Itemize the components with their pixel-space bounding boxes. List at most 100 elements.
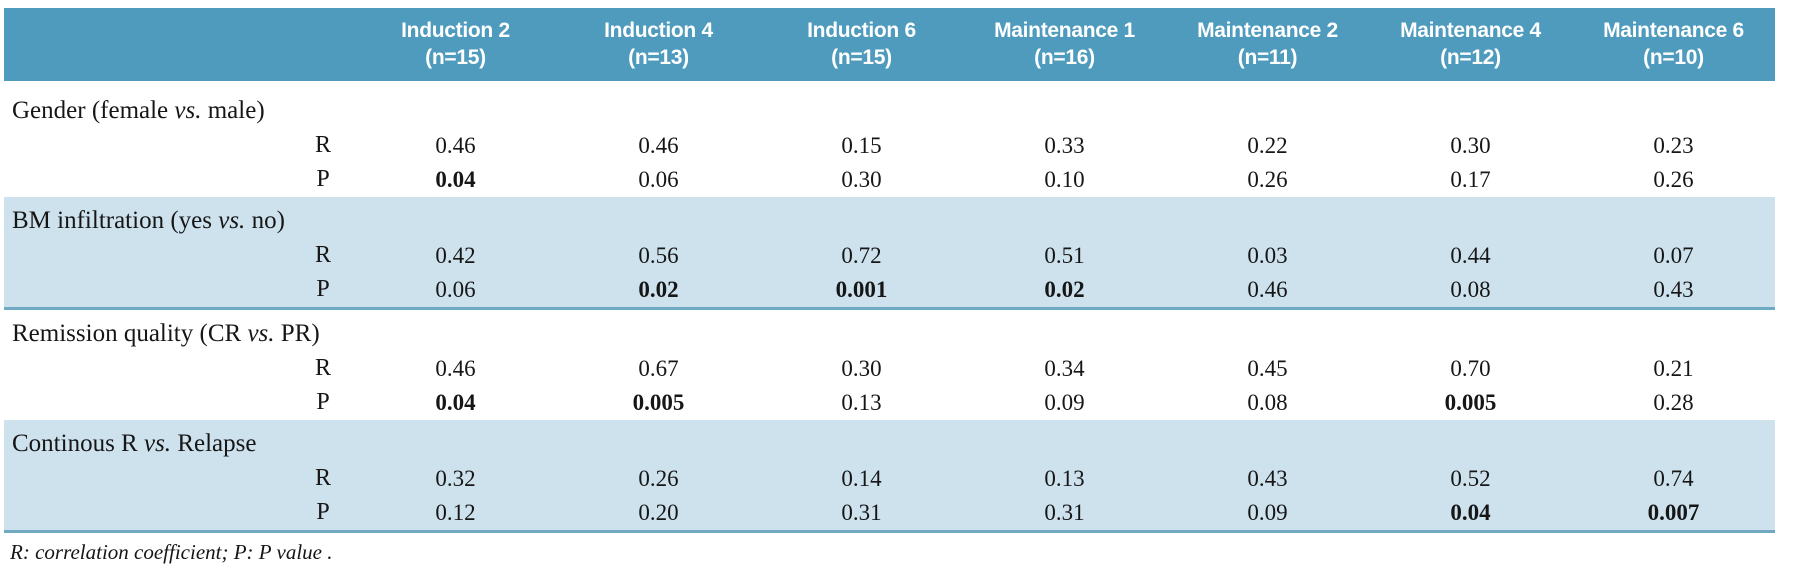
group-row-continous-r-relapse: Continous R vs. Relapse (4, 419, 1775, 462)
value-cell: 0.02 (963, 272, 1166, 310)
value-cell: 0.45 (1247, 355, 1288, 381)
value-cell: 0.22 (1247, 132, 1288, 158)
value-cell: 0.13 (841, 389, 882, 415)
value-cell: 0.10 (1044, 166, 1085, 192)
column-header-title: Maintenance 4 (1400, 19, 1541, 42)
data-row-remission-p: P 0.04 0.005 0.13 0.09 0.08 0.005 0.28 (4, 386, 1775, 420)
value-cell: 0.06 (354, 272, 557, 310)
header-row: Induction 2 (n=15) Induction 4 (n=13) In… (4, 8, 1775, 81)
column-header-n: (n=11) (1237, 46, 1298, 70)
column-header-title: Induction 6 (807, 19, 916, 42)
column-header-n: (n=10) (1643, 46, 1704, 70)
value-cell: 0.46 (638, 132, 679, 158)
data-row-gender-p: P 0.04 0.06 0.30 0.10 0.26 0.17 0.26 (4, 163, 1775, 197)
group-row-bm-infiltration: BM infiltration (yes vs. no) (4, 196, 1775, 239)
value-cell: 0.32 (354, 461, 557, 496)
value-cell: 0.43 (1572, 272, 1775, 310)
data-row-bm-r: R 0.42 0.56 0.72 0.51 0.03 0.44 0.07 (4, 238, 1775, 273)
value-cell: 0.08 (1247, 389, 1288, 415)
group-label-text: no) (245, 206, 285, 234)
stat-label: P (316, 166, 330, 193)
value-cell: 0.34 (1044, 355, 1085, 381)
column-header-title: Maintenance 2 (1197, 19, 1338, 42)
value-cell: 0.30 (841, 355, 882, 381)
column-header-title: Maintenance 1 (994, 19, 1135, 42)
value-cell: 0.31 (760, 495, 963, 533)
group-row-gender: Gender (female vs. male) (4, 81, 1775, 129)
value-cell: 0.33 (1044, 132, 1085, 158)
column-header-title: Induction 4 (604, 19, 713, 42)
stat-label: R (314, 132, 331, 159)
value-cell: 0.06 (638, 166, 679, 192)
value-cell: 0.03 (1166, 238, 1369, 273)
value-cell: 0.44 (1369, 238, 1572, 273)
vs-italic: vs. (174, 96, 202, 124)
group-label-text: Gender (female (12, 96, 175, 124)
group-label-text: male) (201, 96, 265, 124)
group-row-remission-quality: Remission quality (CR vs. PR) (4, 308, 1775, 352)
value-cell: 0.42 (354, 238, 557, 273)
group-label-text: Continous R (12, 429, 144, 457)
data-row-continous-p: P 0.12 0.20 0.31 0.31 0.09 0.04 0.007 (4, 495, 1775, 533)
stat-label: P (316, 389, 330, 416)
stat-label: P (292, 495, 354, 533)
value-cell: 0.04 (435, 389, 476, 415)
value-cell: 0.74 (1572, 461, 1775, 496)
column-header-maintenance-4: Maintenance 4 (n=12) (1369, 8, 1572, 81)
value-cell: 0.26 (1247, 166, 1288, 192)
column-header-title: Maintenance 6 (1603, 19, 1744, 42)
column-header-n: (n=15) (425, 46, 486, 70)
stat-label: R (292, 238, 354, 273)
group-label: BM infiltration (yes vs. no) (4, 196, 1775, 239)
value-cell: 0.21 (1653, 355, 1694, 381)
value-cell: 0.28 (1653, 389, 1694, 415)
value-cell: 0.26 (1653, 166, 1694, 192)
group-label-text: Remission quality (CR (12, 319, 248, 347)
correlation-table-wrap: Induction 2 (n=15) Induction 4 (n=13) In… (4, 0, 1775, 565)
value-cell: 0.20 (557, 495, 760, 533)
group-label: Gender (female vs. male) (4, 81, 1775, 129)
column-header-n: (n=13) (628, 46, 689, 70)
column-header-n: (n=12) (1440, 46, 1501, 70)
data-row-remission-r: R 0.46 0.67 0.30 0.34 0.45 0.70 0.21 (4, 352, 1775, 386)
value-cell: 0.30 (841, 166, 882, 192)
value-cell: 0.07 (1572, 238, 1775, 273)
value-cell: 0.46 (435, 132, 476, 158)
group-label-text: Relapse (171, 429, 257, 457)
column-header-maintenance-1: Maintenance 1 (n=16) (963, 8, 1166, 81)
column-header-maintenance-2: Maintenance 2 (n=11) (1166, 8, 1369, 81)
group-label: Continous R vs. Relapse (4, 419, 1775, 462)
value-cell: 0.31 (963, 495, 1166, 533)
column-header-induction-4: Induction 4 (n=13) (557, 8, 760, 81)
value-cell: 0.13 (963, 461, 1166, 496)
group-label-text: BM infiltration (yes (12, 206, 219, 234)
value-cell: 0.007 (1572, 495, 1775, 533)
column-header-maintenance-6: Maintenance 6 (n=10) (1572, 8, 1775, 81)
value-cell: 0.43 (1166, 461, 1369, 496)
value-cell: 0.04 (1369, 495, 1572, 533)
value-cell: 0.005 (1444, 389, 1497, 415)
value-cell: 0.005 (632, 389, 685, 415)
value-cell: 0.70 (1450, 355, 1491, 381)
data-row-continous-r: R 0.32 0.26 0.14 0.13 0.43 0.52 0.74 (4, 461, 1775, 496)
value-cell: 0.56 (557, 238, 760, 273)
column-header-induction-2: Induction 2 (n=15) (354, 8, 557, 81)
data-row-gender-r: R 0.46 0.46 0.15 0.33 0.22 0.30 0.23 (4, 129, 1775, 163)
value-cell: 0.02 (557, 272, 760, 310)
vs-italic: vs. (247, 319, 275, 347)
value-cell: 0.72 (760, 238, 963, 273)
value-cell: 0.17 (1450, 166, 1491, 192)
value-cell: 0.12 (354, 495, 557, 533)
value-cell: 0.08 (1369, 272, 1572, 310)
value-cell: 0.52 (1369, 461, 1572, 496)
value-cell: 0.09 (1044, 389, 1085, 415)
footnote: R: correlation coefficient; P: P value . (10, 539, 333, 564)
data-row-bm-p: P 0.06 0.02 0.001 0.02 0.46 0.08 0.43 (4, 272, 1775, 310)
column-header-title: Induction 2 (401, 19, 510, 42)
stat-label: R (314, 355, 331, 382)
column-header-n: (n=15) (831, 46, 892, 70)
stat-label: P (292, 272, 354, 310)
value-cell: 0.23 (1653, 132, 1694, 158)
column-header-n: (n=16) (1034, 46, 1095, 70)
value-cell: 0.001 (760, 272, 963, 310)
